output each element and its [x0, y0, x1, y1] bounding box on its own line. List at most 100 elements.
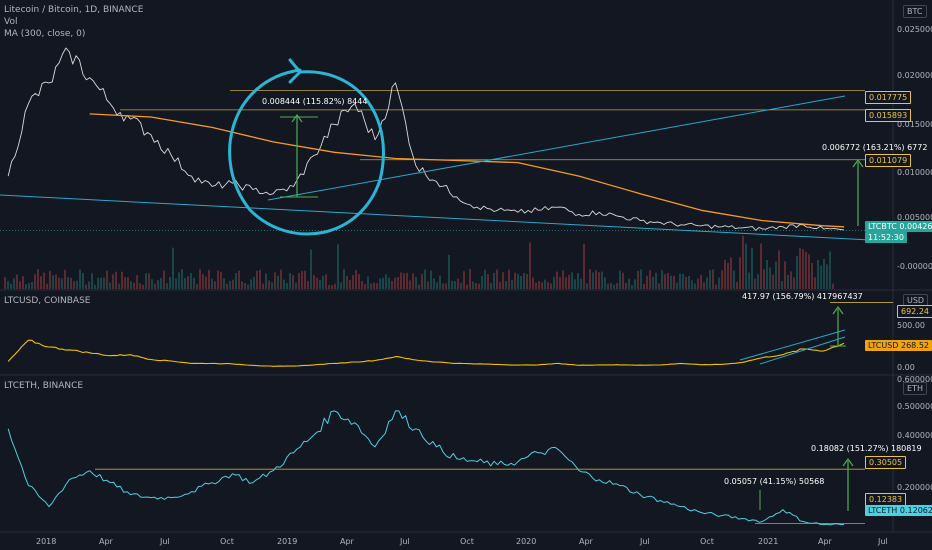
- volume-bar: [667, 272, 669, 289]
- volume-bar: [109, 282, 111, 289]
- volume-bar: [331, 284, 333, 289]
- volume-bar: [223, 278, 225, 289]
- ltceth-price-series: [7, 410, 845, 526]
- volume-bar: [391, 280, 393, 289]
- volume-bar: [277, 275, 279, 289]
- volume-bar: [475, 283, 477, 289]
- volume-bar: [826, 264, 828, 289]
- y-tick-label: 0.010000: [897, 168, 932, 177]
- volume-bar: [550, 283, 552, 289]
- volume-bar: [832, 283, 834, 289]
- volume-bar: [16, 274, 18, 289]
- volume-bar: [484, 269, 486, 289]
- volume-bar: [349, 280, 351, 289]
- volume-bar: [454, 281, 456, 289]
- volume-bar: [619, 270, 621, 289]
- volume-bar: [694, 283, 696, 289]
- volume-bar: [328, 284, 330, 289]
- volume-bar: [232, 279, 234, 289]
- volume-bar: [403, 273, 405, 289]
- volume-bar: [556, 271, 558, 289]
- measure-label-1: 0.008444 (115.82%) 8444: [262, 97, 368, 106]
- volume-bar: [136, 275, 138, 289]
- volume-bar: [577, 272, 579, 289]
- volume-bar: [499, 282, 501, 289]
- volume-bar: [124, 277, 126, 289]
- volume-bar: [199, 269, 201, 289]
- volume-bar: [265, 273, 267, 289]
- volume-bar: [154, 283, 156, 289]
- volume-bar: [610, 282, 612, 289]
- volume-bar: [292, 275, 294, 289]
- volume-indicator-label[interactable]: Vol: [4, 17, 18, 27]
- volume-bar: [802, 249, 804, 289]
- volume-bar: [718, 277, 720, 289]
- volume-bar: [562, 270, 564, 289]
- last-price-value: 0.12062: [899, 506, 932, 515]
- volume-bar: [100, 277, 102, 289]
- volume-bar: [94, 284, 96, 289]
- volume-bar: [613, 284, 615, 289]
- y-tick-label: 0.200000: [897, 483, 932, 492]
- volume-bar: [757, 273, 759, 289]
- volume-bar: [451, 281, 453, 289]
- volume-bar: [784, 261, 786, 289]
- volume-bar: [748, 272, 750, 289]
- volume-bar: [139, 283, 141, 289]
- volume-bar: [259, 269, 261, 289]
- x-tick-label: Jul: [640, 537, 650, 546]
- rising-trendline: [267, 95, 846, 201]
- volume-bar: [445, 283, 447, 289]
- volume-bar: [679, 273, 681, 289]
- volume-bar: [769, 267, 771, 289]
- volume-bar: [553, 276, 555, 289]
- volume-bar: [211, 278, 213, 289]
- volume-bar: [616, 283, 618, 289]
- volume-bar: [295, 282, 297, 289]
- volume-bar: [493, 272, 495, 289]
- x-tick-label: Jul: [878, 537, 888, 546]
- volume-bar: [346, 275, 348, 289]
- volume-bar: [157, 280, 159, 289]
- volume-bar: [472, 281, 474, 289]
- volume-bar: [301, 271, 303, 289]
- volume-bar: [61, 278, 63, 289]
- ma-indicator-label[interactable]: MA (300, close, 0): [4, 29, 86, 39]
- volume-bar: [703, 282, 705, 289]
- volume-bar: [772, 274, 774, 289]
- volume-bar: [31, 281, 33, 289]
- volume-bar: [727, 262, 729, 289]
- volume-bar: [778, 250, 780, 289]
- volume-bar: [67, 277, 69, 289]
- volume-bar: [298, 272, 300, 289]
- volume-bar: [34, 274, 36, 289]
- volume-bar: [163, 270, 165, 289]
- volume-bar: [709, 270, 711, 289]
- volume-bar: [208, 269, 210, 289]
- volume-bar: [193, 277, 195, 289]
- level-tag-0.011079: 0.011079: [865, 154, 912, 167]
- volume-bar: [181, 269, 183, 289]
- volume-bar: [373, 282, 375, 289]
- volume-bar: [307, 281, 309, 289]
- volume-bar: [271, 282, 273, 289]
- volume-bar: [247, 284, 249, 289]
- volume-bar: [655, 272, 657, 289]
- volume-bar: [715, 284, 717, 289]
- volume-bar: [436, 282, 438, 289]
- volume-bar: [652, 276, 654, 289]
- bar-countdown: 11:52:30: [865, 232, 907, 243]
- volume-bar: [733, 270, 735, 289]
- volume-bar: [241, 281, 243, 289]
- volume-bar: [427, 281, 429, 289]
- volume-bar: [22, 276, 24, 289]
- volume-bar: [388, 277, 390, 289]
- last-price-value: 268.52: [901, 341, 929, 350]
- volume-bar: [250, 279, 252, 289]
- x-tick-label: Oct: [700, 537, 714, 546]
- volume-bar: [175, 278, 177, 289]
- pane3-symbol-title: LTCETH, BINANCE: [4, 381, 84, 391]
- volume-bar: [268, 280, 270, 289]
- volume-bar: [118, 283, 120, 289]
